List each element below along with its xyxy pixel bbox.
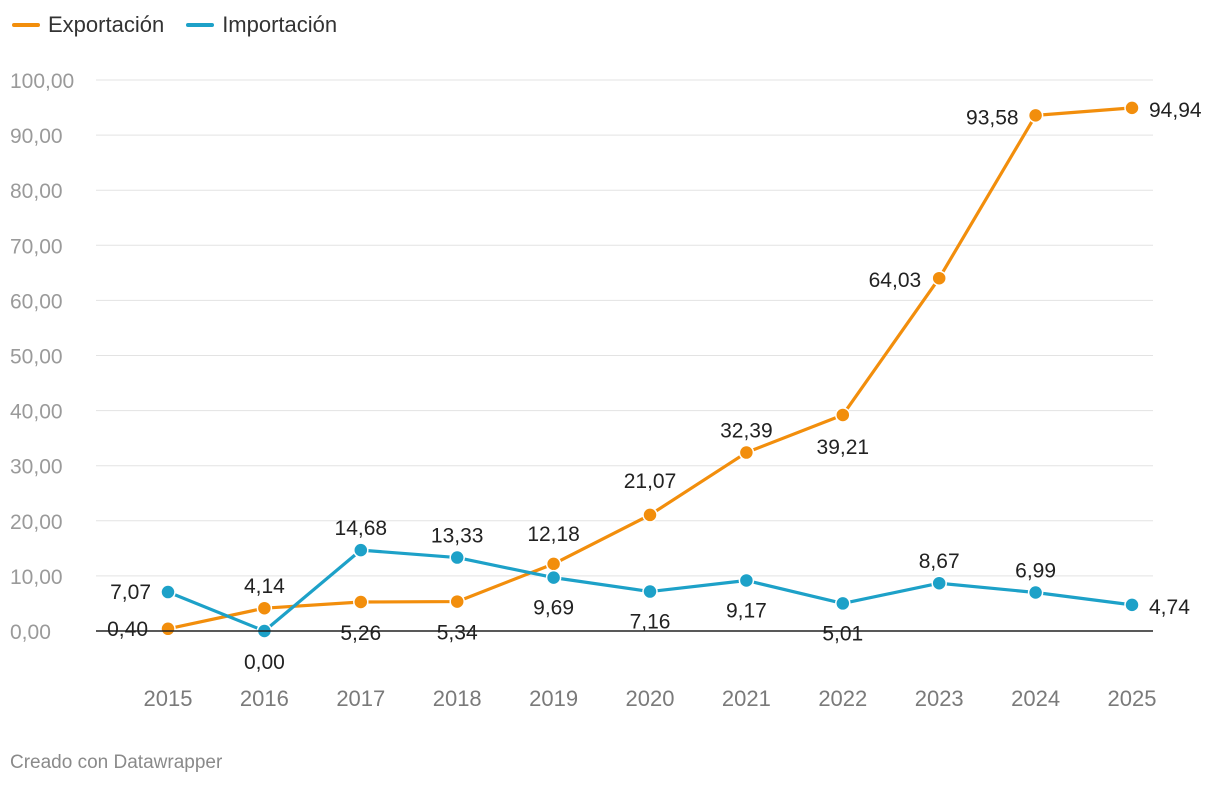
x-tick-label: 2021	[722, 686, 771, 711]
y-tick-label: 20,00	[10, 511, 63, 534]
data-point-0-3	[449, 593, 465, 610]
data-label-0-9: 93,58	[966, 106, 1019, 129]
data-label-0-1: 4,14	[244, 575, 285, 598]
data-point-1-9	[1027, 584, 1044, 601]
data-point-0-4	[545, 556, 562, 572]
data-label-1-8: 8,67	[919, 550, 960, 573]
data-point-1-2	[353, 542, 369, 558]
data-point-0-8	[931, 270, 947, 286]
legend-item-importacion: Importación	[186, 12, 337, 38]
data-point-1-7	[835, 595, 851, 612]
data-label-1-1: 0,00	[244, 651, 285, 674]
data-point-1-10	[1124, 597, 1140, 613]
x-tick-label: 2022	[818, 686, 867, 711]
legend-label-exportacion: Exportación	[48, 12, 165, 37]
data-label-1-4: 9,69	[533, 597, 574, 620]
legend-label-importacion: Importación	[222, 12, 338, 37]
data-label-1-9: 6,99	[1015, 559, 1056, 582]
series-line-0	[167, 106, 1133, 631]
x-tick-label: 2025	[1108, 686, 1157, 711]
legend-swatch-exportacion	[12, 23, 40, 27]
data-label-1-6: 9,17	[726, 599, 767, 622]
x-tick-label: 2018	[433, 686, 482, 711]
data-label-0-2: 5,26	[340, 622, 381, 645]
x-tick-label: 2023	[915, 686, 964, 711]
x-tick-label: 2016	[240, 686, 289, 711]
y-tick-label: 90,00	[10, 125, 63, 148]
data-point-1-5	[642, 583, 658, 600]
data-label-0-5: 21,07	[624, 470, 677, 493]
data-label-0-3: 5,34	[437, 622, 478, 645]
data-point-0-6	[738, 444, 755, 461]
x-tick-label: 2019	[529, 686, 578, 711]
data-label-1-0: 7,07	[110, 581, 151, 604]
data-label-1-2: 14,68	[335, 517, 388, 540]
y-tick-label: 50,00	[10, 346, 63, 369]
legend-swatch-importacion	[186, 23, 215, 27]
data-label-0-7: 39,21	[817, 436, 870, 459]
x-tick-label: 2017	[336, 686, 385, 711]
data-label-1-7: 5,01	[822, 622, 863, 645]
data-point-0-2	[353, 594, 369, 610]
data-point-1-6	[738, 572, 755, 589]
footer-credit: Creado con Datawrapper	[10, 752, 223, 773]
y-tick-label: 40,00	[10, 401, 63, 424]
data-label-0-0: 0,40	[107, 618, 148, 641]
data-label-0-4: 12,18	[527, 523, 580, 546]
y-tick-label: 60,00	[10, 290, 63, 313]
data-label-1-5: 7,16	[630, 611, 671, 634]
data-label-1-3: 13,33	[431, 525, 484, 548]
data-label-0-8: 64,03	[869, 269, 922, 292]
data-label-0-10: 94,94	[1149, 99, 1202, 122]
data-point-0-1	[256, 600, 273, 616]
y-tick-label: 30,00	[10, 456, 63, 479]
data-label-0-6: 32,39	[720, 420, 773, 443]
y-tick-label: 100,00	[10, 70, 74, 93]
chart-legend: Exportación Importación	[12, 12, 337, 38]
data-point-0-9	[1027, 107, 1044, 124]
data-point-0-5	[642, 507, 658, 523]
data-point-1-4	[545, 569, 562, 586]
y-tick-label: 80,00	[10, 180, 63, 203]
data-point-0-7	[835, 407, 851, 423]
data-point-0-0	[160, 621, 176, 637]
x-tick-label: 2024	[1011, 686, 1060, 711]
y-tick-label: 70,00	[10, 235, 63, 258]
y-tick-label: 0,00	[10, 621, 51, 644]
x-tick-label: 2020	[626, 686, 675, 711]
data-label-1-10: 4,74	[1149, 596, 1190, 619]
legend-item-exportacion: Exportación	[12, 12, 164, 38]
data-point-0-10	[1124, 100, 1140, 116]
data-point-1-0	[160, 584, 176, 600]
y-tick-label: 10,00	[10, 566, 63, 589]
data-point-1-8	[931, 575, 947, 591]
data-point-1-3	[449, 549, 465, 566]
x-tick-label: 2015	[144, 686, 193, 711]
